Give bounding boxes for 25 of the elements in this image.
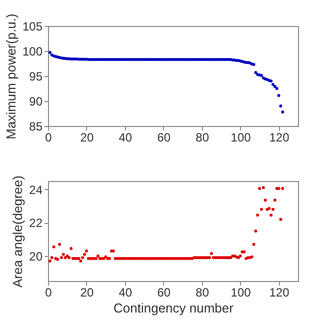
x-tick-label: 20 xyxy=(80,130,94,144)
y-tick-label: 105 xyxy=(22,20,43,34)
x-tick-label: 40 xyxy=(118,286,132,300)
x-axis-title: Contingency number xyxy=(114,300,234,316)
y-tick-label: 90 xyxy=(29,94,43,108)
x-tick-label: 80 xyxy=(196,286,210,300)
y-axis-title: Maximum power(p.u.) xyxy=(3,14,18,140)
y-tick-label: 22 xyxy=(29,216,43,230)
y-tick-label: 20 xyxy=(29,250,43,264)
y-axis-title: Area angle(degree) xyxy=(10,175,26,288)
x-tick-label: 20 xyxy=(80,286,94,300)
y-tick-label: 24 xyxy=(29,182,43,197)
x-tick-label: 60 xyxy=(157,130,171,144)
x-tick-label: 120 xyxy=(269,130,290,144)
x-tick-label: 40 xyxy=(118,130,132,144)
x-tick-label: 100 xyxy=(230,130,252,144)
x-tick-label: 60 xyxy=(157,286,171,300)
y-tick-label: 95 xyxy=(29,70,43,84)
y-tick-label: 85 xyxy=(29,120,43,134)
y-tick-label: 100 xyxy=(22,44,43,58)
x-tick-label: 80 xyxy=(196,130,210,144)
x-tick-label: 100 xyxy=(230,286,252,300)
x-tick-label: 120 xyxy=(269,286,290,300)
x-tick-label: 0 xyxy=(45,130,52,144)
x-tick-label: 0 xyxy=(45,286,52,300)
